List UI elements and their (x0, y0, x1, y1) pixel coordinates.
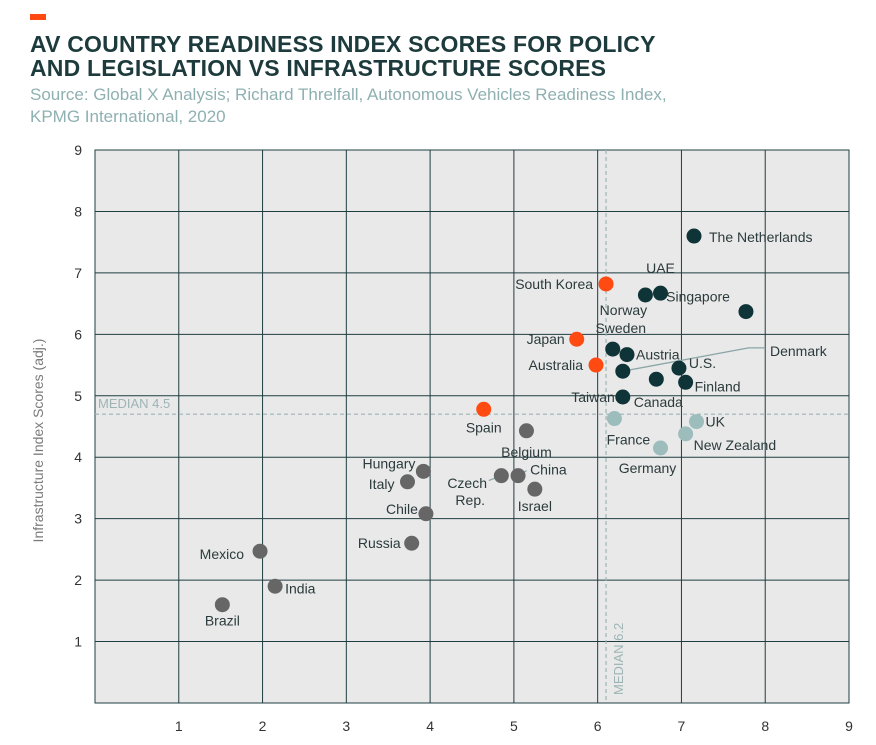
data-point (569, 331, 585, 347)
data-point (476, 401, 492, 417)
data-point (415, 463, 431, 479)
data-point (214, 597, 230, 613)
data-label: Hungary (362, 455, 415, 471)
data-label: Germany (619, 460, 677, 476)
data-label: Mexico (200, 546, 245, 562)
data-label: Finland (695, 378, 741, 394)
chart-source-line-1: Source: Global X Analysis; Richard Threl… (30, 85, 667, 104)
data-label: Australia (529, 357, 584, 373)
data-point (637, 287, 653, 303)
data-label: Norway (600, 302, 647, 318)
data-point (588, 357, 604, 373)
data-point (615, 363, 631, 379)
y-tick-label: 2 (74, 572, 82, 588)
data-label: Sweden (595, 320, 646, 336)
data-point (615, 389, 631, 405)
x-tick-label: 2 (259, 718, 267, 734)
data-label: Japan (527, 331, 565, 347)
data-label: Czech Rep. (447, 475, 487, 508)
data-label: Israel (518, 498, 552, 514)
data-point (738, 304, 754, 320)
data-point (252, 543, 268, 559)
median-label-x: MEDIAN 6.2 (611, 623, 626, 695)
data-label: UK (706, 414, 726, 430)
data-point (399, 474, 415, 490)
data-label: Belgium (501, 444, 552, 460)
data-point (605, 341, 621, 357)
x-tick-label: 1 (175, 718, 183, 734)
data-point (510, 468, 526, 484)
data-label: New Zealand (694, 437, 777, 453)
data-point (418, 506, 434, 522)
y-tick-label: 8 (74, 203, 82, 219)
data-point (653, 285, 668, 301)
data-label: Canada (634, 394, 683, 410)
y-tick-label: 1 (74, 634, 82, 650)
x-tick-label: 6 (594, 718, 602, 734)
data-point (606, 411, 622, 427)
data-point (671, 360, 687, 376)
data-label: China (530, 462, 567, 478)
data-label: Spain (466, 419, 502, 435)
data-label: U.S. (689, 355, 716, 371)
y-tick-label: 6 (74, 326, 82, 342)
data-label: Denmark (770, 343, 828, 359)
data-point (267, 578, 283, 594)
data-point (619, 347, 635, 363)
chart-title-line-2: AND LEGISLATION VS INFRASTRUCTURE SCORES (30, 55, 607, 81)
data-point (518, 423, 534, 439)
data-label-line: Czech (447, 475, 487, 491)
data-label: France (607, 432, 651, 448)
data-point (598, 276, 614, 292)
data-label: The Netherlands (709, 229, 813, 245)
y-axis-label: Infrastructure Index Scores (adj.) (30, 339, 46, 543)
accent-bar (30, 14, 46, 20)
chart-title-line-1: AV COUNTRY READINESS INDEX SCORES FOR PO… (30, 31, 656, 57)
x-tick-label: 3 (342, 718, 350, 734)
data-label: Chile (386, 501, 418, 517)
x-tick-label: 7 (678, 718, 686, 734)
y-tick-label: 5 (74, 388, 82, 404)
y-tick-label: 3 (74, 511, 82, 527)
data-point (404, 535, 420, 551)
y-tick-label: 4 (74, 449, 82, 465)
x-tick-label: 4 (426, 718, 434, 734)
data-label: South Korea (515, 276, 593, 292)
data-point (678, 374, 694, 390)
leader-line (622, 347, 766, 372)
data-point (689, 414, 705, 430)
data-label: Italy (369, 476, 395, 492)
data-point (653, 440, 668, 456)
data-point (493, 468, 509, 484)
y-tick-label: 7 (74, 265, 82, 281)
data-point (686, 228, 702, 244)
data-label: Brazil (205, 613, 240, 629)
data-label: Taiwan (571, 389, 615, 405)
x-tick-label: 5 (510, 718, 518, 734)
data-label-line: Rep. (455, 492, 485, 508)
chart-title: AV COUNTRY READINESS INDEX SCORES FOR PO… (30, 32, 850, 80)
data-label: Austria (636, 347, 680, 363)
data-point (678, 426, 694, 442)
data-label: Singapore (666, 289, 730, 305)
data-point (648, 371, 664, 387)
data-label: India (285, 580, 316, 596)
y-tick-label: 9 (74, 142, 82, 158)
x-tick-label: 8 (761, 718, 769, 734)
chart-source-line-2: KPMG International, 2020 (30, 107, 226, 126)
x-tick-label: 9 (845, 718, 853, 734)
data-label: UAE (646, 260, 675, 276)
chart-source: Source: Global X Analysis; Richard Threl… (30, 84, 850, 128)
data-label: Russia (358, 535, 401, 551)
median-label-y: MEDIAN 4.5 (98, 396, 170, 411)
data-point (527, 481, 543, 497)
